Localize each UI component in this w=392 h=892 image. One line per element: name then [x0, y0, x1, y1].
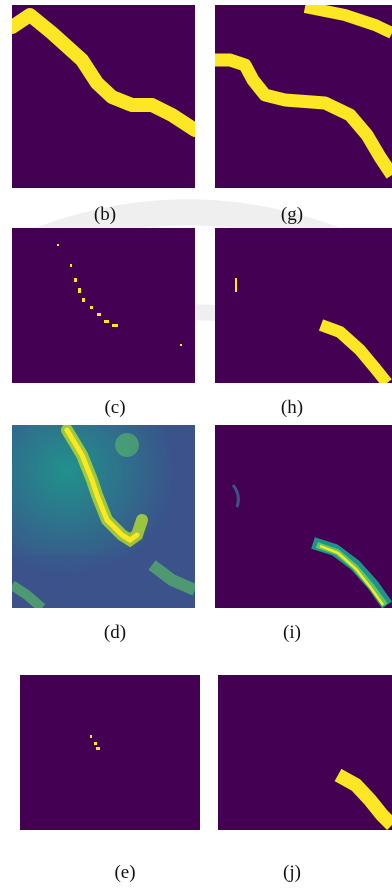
caption-b: (b)	[93, 204, 117, 225]
panel-g	[215, 5, 392, 188]
panel-h	[215, 228, 392, 383]
panel-c	[12, 228, 195, 383]
panel-e	[20, 675, 200, 830]
panel-j	[218, 675, 392, 830]
panel-i	[215, 425, 392, 608]
caption-d: (d)	[103, 622, 127, 643]
caption-i: (i)	[283, 622, 301, 643]
panel-b	[12, 5, 195, 188]
caption-e: (e)	[114, 862, 136, 883]
caption-c: (c)	[104, 397, 126, 418]
caption-g: (g)	[280, 204, 304, 225]
panel-d	[12, 425, 195, 608]
caption-j: (j)	[283, 862, 301, 883]
caption-h: (h)	[280, 397, 304, 418]
